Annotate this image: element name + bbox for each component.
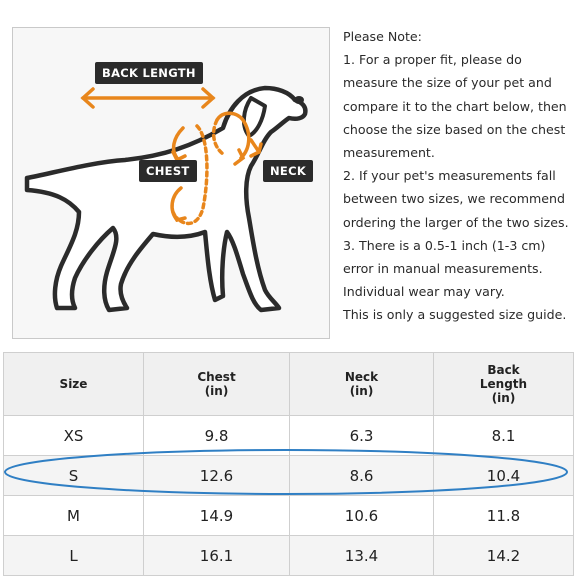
size-chart-table: Size Chest (in) Neck (in) Back Length (i…: [3, 352, 574, 576]
dog-nose: [294, 96, 304, 104]
size-cell: L: [3, 535, 144, 576]
note-line: between two sizes, we recommend: [343, 191, 565, 207]
size-cell: S: [3, 455, 144, 496]
table-row: L 16.1 13.4 14.2: [3, 535, 574, 576]
size-cell: XS: [3, 415, 144, 456]
neck-measure-curve: [211, 111, 263, 166]
note-line: 3. There is a 0.5-1 inch (1-3 cm): [343, 237, 546, 253]
dog-illustration: [24, 85, 308, 313]
neck-cell: 8.6: [289, 455, 434, 496]
note-line: compare it to the chart below, then: [343, 98, 567, 114]
note-line: 2. If your pet's measurements fall: [343, 168, 556, 184]
dog-outline: [24, 85, 308, 313]
note-line: Please Note:: [343, 29, 422, 44]
note-line: measurement.: [343, 145, 435, 161]
note-line: ordering the larger of the two sizes.: [343, 214, 569, 230]
table-row: XS 9.8 6.3 8.1: [3, 415, 574, 456]
neck-cell: 13.4: [289, 535, 434, 576]
please-note-text: Please Note: 1. For a proper fit, please…: [343, 25, 575, 327]
back-length-cell: 10.4: [433, 455, 574, 496]
chest-measure-curve: [170, 124, 209, 226]
back-length-cell: 8.1: [433, 415, 574, 456]
dog-measurement-diagram: BACK LENGTH CHEST NECK: [12, 27, 330, 339]
header-neck: Neck (in): [289, 352, 434, 416]
chest-cell: 16.1: [143, 535, 290, 576]
table-row: M 14.9 10.6 11.8: [3, 495, 574, 536]
neck-cell: 6.3: [289, 415, 434, 456]
chest-cell: 14.9: [143, 495, 290, 536]
size-cell: M: [3, 495, 144, 536]
chest-tag: CHEST: [139, 160, 197, 182]
header-size: Size: [3, 352, 144, 416]
back-length-arrow: [80, 87, 216, 109]
note-line: choose the size based on the chest: [343, 121, 566, 137]
note-line: This is only a suggested size guide.: [343, 307, 567, 323]
table-header-row: Size Chest (in) Neck (in) Back Length (i…: [3, 352, 574, 416]
back-length-cell: 14.2: [433, 535, 574, 576]
note-line: Individual wear may vary.: [343, 284, 505, 300]
neck-tag: NECK: [263, 160, 314, 182]
note-line: measure the size of your pet and: [343, 75, 552, 91]
chest-cell: 9.8: [143, 415, 290, 456]
chest-cell: 12.6: [143, 455, 290, 496]
note-line: error in manual measurements.: [343, 261, 543, 277]
neck-cell: 10.6: [289, 495, 434, 536]
back-length-cell: 11.8: [433, 495, 574, 536]
back-length-tag: BACK LENGTH: [95, 62, 203, 84]
header-chest: Chest (in): [143, 352, 290, 416]
note-line: 1. For a proper fit, please do: [343, 52, 522, 68]
header-back-length: Back Length (in): [433, 352, 574, 416]
table-row: S 12.6 8.6 10.4: [3, 455, 574, 496]
